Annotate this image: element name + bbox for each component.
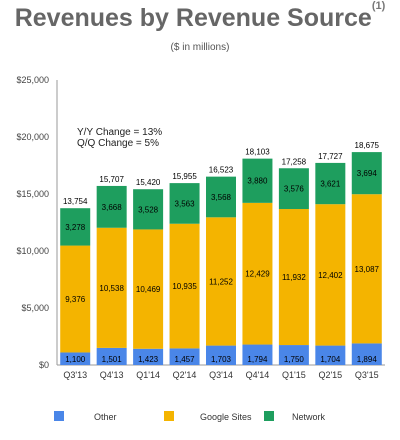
- bar-segment-google-sites: [169, 223, 200, 349]
- data-label: 13,087: [355, 265, 380, 274]
- data-label: 3,563: [175, 199, 196, 208]
- total-label: 17,258: [282, 157, 307, 166]
- bar-segment-google-sites: [351, 194, 382, 344]
- bar-segment-other: [206, 345, 236, 365]
- bar-segment-network: [278, 168, 309, 210]
- data-label: 3,621: [320, 180, 341, 189]
- total-label: 15,707: [99, 175, 124, 184]
- bar-segment-network: [96, 185, 127, 228]
- data-label: 10,538: [99, 284, 124, 293]
- data-label: 3,576: [284, 185, 305, 194]
- bar-segment-other: [96, 347, 127, 365]
- bar-segment-other: [351, 343, 382, 365]
- legend-label: Other: [94, 412, 117, 422]
- total-label: 15,420: [136, 178, 161, 187]
- y-tick-label: $20,000: [16, 132, 49, 142]
- total-label: 17,727: [318, 152, 343, 161]
- y-tick-label: $10,000: [16, 246, 49, 256]
- x-tick-label: Q1'15: [282, 370, 306, 380]
- data-label: 10,469: [136, 285, 161, 294]
- total-label: 18,103: [245, 148, 270, 157]
- bar-segment-google-sites: [60, 245, 91, 353]
- x-tick-label: Q3'13: [63, 370, 87, 380]
- data-label: 1,894: [357, 355, 378, 364]
- bar-segment-google-sites: [278, 209, 309, 346]
- x-tick-label: Q3'14: [209, 370, 233, 380]
- x-tick-label: Q4'13: [100, 370, 124, 380]
- bar-segment-other: [133, 348, 164, 365]
- total-label: 13,754: [63, 197, 88, 206]
- x-tick-label: Q2'15: [318, 370, 342, 380]
- y-tick-label: $15,000: [16, 189, 49, 199]
- bar-segment-network: [169, 183, 200, 224]
- data-label: 11,252: [209, 277, 233, 286]
- bar-segment-network: [315, 162, 346, 205]
- x-tick-label: Q4'14: [246, 370, 270, 380]
- bar-segment-other: [169, 348, 200, 365]
- total-label: 16,523: [209, 166, 234, 175]
- data-label: 3,880: [247, 177, 268, 186]
- data-label: 1,100: [65, 355, 86, 364]
- data-label: 1,794: [247, 355, 268, 364]
- total-label: 18,675: [355, 141, 380, 150]
- data-label: 12,429: [245, 270, 270, 279]
- bar-segment-network: [351, 152, 382, 195]
- x-tick-label: Q1'14: [136, 370, 160, 380]
- legend-swatch: [264, 411, 274, 421]
- data-label: 1,703: [211, 355, 232, 364]
- bar-segment-google-sites: [315, 204, 346, 346]
- bar-segment-google-sites: [96, 227, 127, 348]
- title-footnote: (1): [371, 0, 386, 12]
- change-annotation: Y/Y Change = 13%: [77, 127, 162, 138]
- bar-segment-network: [133, 189, 164, 230]
- data-label: 12,402: [318, 271, 343, 280]
- data-label: 3,528: [138, 205, 159, 214]
- chart-subtitle: ($ in millions): [170, 42, 230, 53]
- y-tick-label: $25,000: [16, 75, 49, 85]
- x-tick-label: Q3'15: [355, 370, 379, 380]
- data-label: 3,568: [211, 193, 232, 202]
- bar-segment-other: [60, 352, 91, 365]
- bar-segment-google-sites: [206, 217, 236, 346]
- x-tick-label: Q2'14: [173, 370, 197, 380]
- bar-segment-google-sites: [133, 229, 164, 349]
- bar-segment-other: [278, 345, 309, 365]
- data-label: 10,935: [172, 282, 197, 291]
- bar-segment-google-sites: [242, 202, 273, 345]
- data-label: 1,750: [284, 355, 305, 364]
- bar-segment-network: [60, 208, 91, 246]
- legend-swatch: [54, 411, 64, 421]
- data-label: 9,376: [65, 295, 86, 304]
- legend-label: Google Sites: [200, 412, 252, 422]
- data-label: 11,932: [282, 273, 306, 282]
- data-label: 1,501: [102, 355, 123, 364]
- change-annotation: Q/Q Change = 5%: [77, 138, 159, 149]
- total-label: 15,955: [172, 172, 197, 181]
- data-label: 3,694: [357, 169, 378, 178]
- y-tick-label: $5,000: [21, 303, 49, 313]
- legend-label: Network: [292, 412, 326, 422]
- bar-segment-other: [315, 345, 346, 365]
- bar-segment-other: [242, 344, 273, 365]
- legend-swatch: [164, 411, 174, 421]
- bar-segment-network: [206, 176, 236, 218]
- y-tick-label: $0: [39, 360, 49, 370]
- data-label: 1,704: [320, 355, 341, 364]
- data-label: 3,278: [65, 223, 86, 232]
- data-label: 3,668: [102, 203, 123, 212]
- chart-title: Revenues by Revenue Source(1): [14, 0, 386, 32]
- data-label: 1,457: [175, 355, 196, 364]
- bar-segment-network: [242, 158, 273, 203]
- data-label: 1,423: [138, 355, 159, 364]
